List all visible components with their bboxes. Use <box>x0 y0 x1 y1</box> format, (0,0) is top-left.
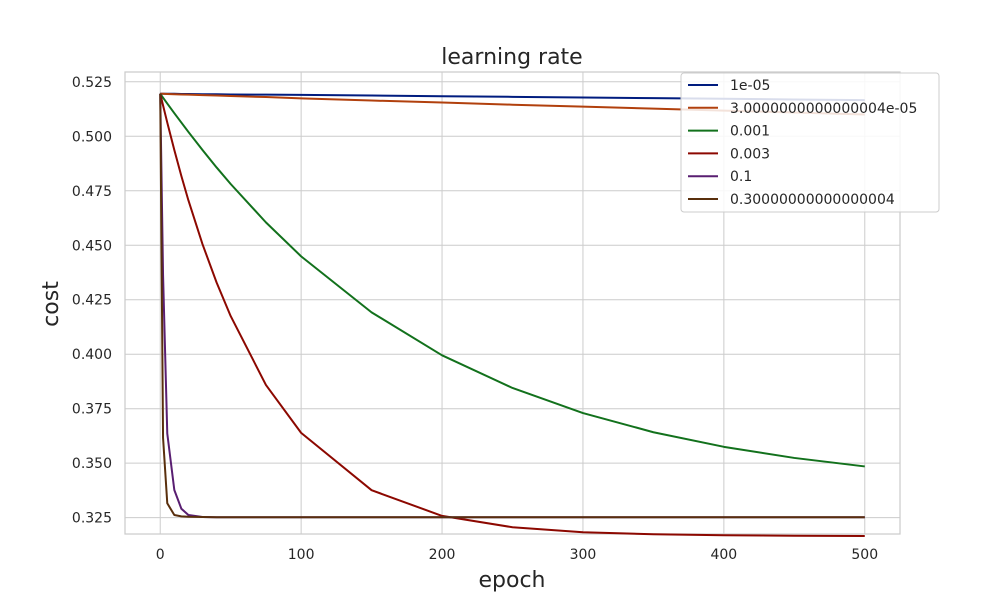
y-tick-label: 0.400 <box>72 347 112 363</box>
x-tick-label: 500 <box>851 547 878 563</box>
y-tick-label: 0.525 <box>72 75 112 91</box>
y-axis-title: cost <box>39 281 64 327</box>
y-axis-ticks: 0.325 0.350 0.375 0.400 0.425 0.450 0.475 0.500… <box>72 75 112 527</box>
series-line-4 <box>159 93 865 537</box>
chart-title: learning rate <box>441 45 582 70</box>
legend-box <box>680 72 940 213</box>
x-axis-ticks: 0 100 200 300 400 500 <box>156 547 878 563</box>
y-tick-label: 0.425 <box>72 293 112 309</box>
y-tick-label: 0.350 <box>72 456 112 472</box>
plot-frame <box>124 71 901 535</box>
series-line-3 <box>159 93 865 468</box>
legend: 1e-05 3.0000000000000004e-05 0.001 0.003 0.1… <box>680 72 940 213</box>
x-tick-label: 100 <box>288 547 315 563</box>
y-tick-label: 0.450 <box>72 238 112 254</box>
legend-label-4: 0.003 <box>730 146 770 162</box>
legend-label-6: 0.30000000000000004 <box>730 192 895 208</box>
legend-label-5: 0.1 <box>730 169 752 185</box>
y-tick-label: 0.500 <box>72 129 112 145</box>
y-tick-label: 0.475 <box>72 184 112 200</box>
x-tick-label: 300 <box>570 547 597 563</box>
grid <box>125 72 900 534</box>
series-line-2 <box>160 92 865 116</box>
y-tick-label: 0.375 <box>72 402 112 418</box>
legend-label-1: 1e-05 <box>730 78 770 94</box>
y-tick-label: 0.325 <box>72 511 112 527</box>
legend-label-3: 0.001 <box>730 124 770 140</box>
x-axis-title: epoch <box>479 568 546 593</box>
series-lines <box>159 92 865 537</box>
x-tick-label: 400 <box>710 547 737 563</box>
legend-label-2: 3.0000000000000004e-05 <box>730 101 917 117</box>
series-line-6 <box>159 93 865 519</box>
x-tick-label: 0 <box>156 547 165 563</box>
x-tick-label: 200 <box>429 547 456 563</box>
